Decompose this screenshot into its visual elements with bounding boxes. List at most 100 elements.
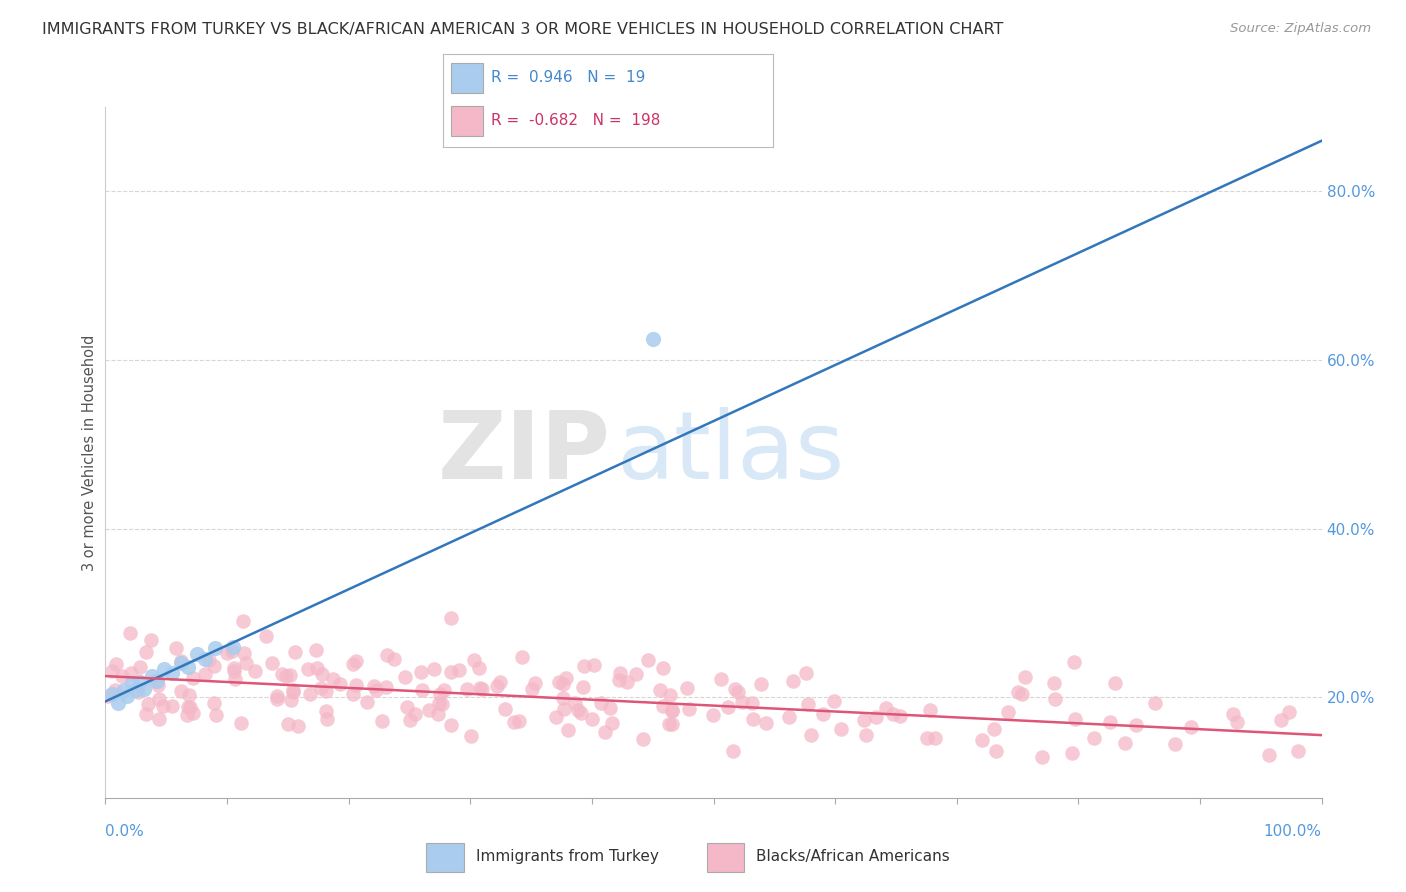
Point: [1164, 737, 1187, 751]
Point: [1031, 750, 1053, 764]
Point: [749, 676, 772, 690]
Point: [266, 692, 288, 706]
Point: [322, 672, 344, 686]
Point: [661, 705, 683, 719]
Point: [146, 677, 169, 691]
Point: [678, 702, 700, 716]
Point: [179, 699, 201, 714]
Point: [280, 692, 302, 706]
Point: [710, 673, 733, 687]
Text: R =  0.946   N =  19: R = 0.946 N = 19: [491, 70, 645, 85]
Point: [782, 673, 804, 688]
Point: [546, 709, 568, 723]
Point: [1043, 692, 1066, 706]
Point: [222, 661, 245, 675]
Point: [658, 689, 681, 703]
Point: [972, 733, 994, 747]
Point: [222, 640, 245, 654]
Point: [143, 674, 166, 689]
Point: [229, 716, 252, 731]
Point: [271, 666, 294, 681]
Point: [1063, 656, 1085, 670]
Point: [176, 708, 198, 723]
Point: [409, 665, 432, 679]
Point: [755, 715, 778, 730]
Point: [162, 666, 184, 681]
Y-axis label: 3 or more Vehicles in Household: 3 or more Vehicles in Household: [82, 334, 97, 571]
Point: [120, 666, 142, 681]
Point: [1180, 721, 1202, 735]
Point: [1043, 676, 1066, 690]
Point: [554, 671, 576, 685]
Point: [548, 675, 571, 690]
Point: [344, 654, 367, 668]
Point: [398, 713, 420, 727]
Point: [741, 696, 763, 710]
Text: R =  -0.682   N =  198: R = -0.682 N = 198: [491, 113, 661, 128]
Point: [651, 699, 673, 714]
Point: [609, 666, 631, 681]
Point: [135, 707, 157, 722]
Point: [243, 664, 266, 678]
Point: [311, 666, 333, 681]
Point: [305, 661, 328, 675]
Point: [356, 695, 378, 709]
Point: [823, 694, 845, 708]
Point: [235, 656, 257, 670]
Point: [344, 678, 367, 692]
Point: [1143, 696, 1166, 710]
Point: [503, 714, 526, 729]
Point: [572, 680, 595, 694]
Point: [107, 696, 129, 710]
Point: [136, 698, 159, 712]
Point: [794, 666, 817, 681]
Point: [148, 692, 170, 706]
Text: IMMIGRANTS FROM TURKEY VS BLACK/AFRICAN AMERICAN 3 OR MORE VEHICLES IN HOUSEHOLD: IMMIGRANTS FROM TURKEY VS BLACK/AFRICAN …: [42, 22, 1004, 37]
Point: [371, 714, 394, 729]
Point: [986, 744, 1008, 758]
Point: [404, 706, 426, 721]
Point: [583, 658, 606, 673]
Point: [432, 698, 454, 712]
Point: [1083, 731, 1105, 745]
Point: [1060, 746, 1083, 760]
Point: [440, 717, 463, 731]
Point: [112, 683, 135, 698]
Point: [486, 679, 509, 693]
Point: [117, 689, 139, 703]
Point: [1125, 718, 1147, 732]
Point: [658, 717, 681, 731]
Point: [723, 682, 745, 697]
Point: [305, 642, 328, 657]
FancyBboxPatch shape: [451, 106, 482, 136]
Point: [641, 332, 664, 346]
Point: [145, 674, 167, 689]
Point: [129, 660, 152, 674]
Point: [121, 676, 143, 690]
Point: [426, 706, 449, 721]
Point: [139, 632, 162, 647]
Point: [224, 672, 246, 686]
Point: [778, 710, 800, 724]
Point: [456, 682, 478, 697]
Point: [1104, 676, 1126, 690]
Point: [128, 675, 150, 690]
Point: [298, 687, 321, 701]
Point: [524, 676, 547, 690]
Point: [105, 657, 128, 672]
Point: [281, 683, 304, 698]
Point: [875, 701, 897, 715]
Point: [276, 669, 298, 683]
Point: [204, 641, 226, 656]
Point: [853, 713, 876, 727]
Text: ZIP: ZIP: [437, 407, 610, 499]
Point: [297, 662, 319, 676]
Point: [661, 703, 683, 717]
Point: [342, 687, 364, 701]
Point: [366, 682, 388, 697]
Point: [702, 707, 724, 722]
Point: [394, 670, 416, 684]
Point: [1278, 705, 1301, 719]
Point: [266, 689, 288, 703]
Point: [924, 731, 946, 745]
